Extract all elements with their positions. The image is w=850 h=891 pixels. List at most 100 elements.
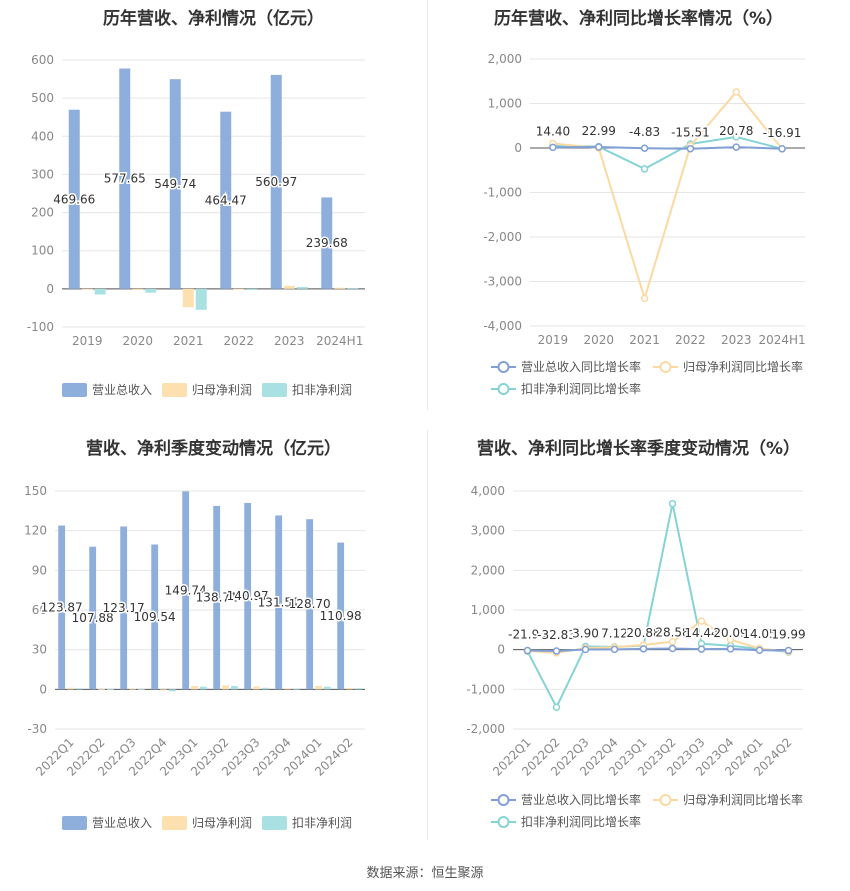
point-营业总收入同比增长率 (755, 646, 764, 654)
bar-归母净利润 (67, 687, 74, 690)
data-label: 110.98 (320, 609, 362, 623)
data-label: 14.05 (742, 627, 776, 641)
y-tick-label: 100 (31, 244, 54, 258)
data-label: 140.97 (227, 589, 269, 603)
data-label: 20.78 (719, 124, 753, 138)
point-营业总收入同比增长率 (732, 143, 740, 151)
bar-扣非净利润 (296, 286, 308, 289)
legend-label: 扣非净利润同比增长率 (521, 814, 641, 829)
bar-营业总收入 (169, 79, 181, 289)
bar-归母净利润 (233, 288, 245, 290)
bar-营业总收入 (220, 111, 232, 289)
bar-营业总收入 (89, 546, 97, 690)
bar-扣非净利润 (145, 288, 157, 293)
point-营业总收入同比增长率 (778, 145, 786, 153)
point-营业总收入同比增长率 (595, 143, 603, 151)
bar-营业总收入 (275, 515, 283, 690)
divider-vertical-top (427, 0, 428, 410)
legend-swatch (62, 816, 87, 830)
bar-归母净利润 (222, 685, 229, 690)
x-tick-label: 2023 (721, 333, 752, 347)
legend-swatch (62, 383, 87, 397)
x-tick-label: 2020 (583, 333, 614, 347)
data-label: -4.83 (629, 125, 660, 139)
y-tick-label: -3,000 (483, 275, 522, 289)
bar-归母净利润 (160, 689, 167, 691)
bar-营业总收入 (337, 542, 345, 690)
bar-营业总收入 (68, 109, 80, 289)
y-tick-label: 3,000 (471, 524, 505, 538)
x-tick-label: 2024H1 (758, 333, 805, 347)
legend-label: 归母净利润 (192, 816, 252, 830)
bar-扣非净利润 (195, 288, 207, 310)
chart-title: 营收、净利同比增长率季度变动情况（%） (476, 439, 801, 459)
data-label: 109.54 (134, 610, 176, 624)
y-tick-label: 600 (31, 53, 54, 67)
data-label: -16.91 (763, 126, 802, 140)
bar-营业总收入 (213, 505, 221, 690)
point-扣非净利润同比增长率 (640, 165, 649, 173)
bar-归母净利润 (253, 686, 260, 690)
legend-label: 归母净利润 (192, 383, 252, 397)
bar-归母净利润 (98, 688, 105, 690)
line-扣非净利润同比增长率 (552, 135, 783, 171)
legend-label: 营业总收入同比增长率 (521, 792, 641, 807)
bar-营业总收入 (58, 525, 66, 690)
bar-归母净利润 (346, 688, 353, 690)
point-营业总收入同比增长率 (697, 645, 706, 653)
data-label: 469.66 (53, 192, 95, 206)
bar-扣非净利润 (246, 288, 258, 291)
chart-title: 历年营收、净利情况（亿元） (103, 9, 324, 29)
y-tick-label: 0 (514, 141, 522, 155)
x-tick-label: 2019 (72, 334, 103, 348)
x-tick-label: 2021 (629, 333, 660, 347)
y-tick-label: 300 (31, 167, 54, 181)
legend-swatch (262, 383, 287, 397)
bar-营业总收入 (306, 519, 314, 690)
y-tick-label: 0 (497, 643, 505, 657)
point-营业总收入同比增长率 (640, 144, 649, 152)
bar-扣非净利润 (199, 686, 207, 690)
point-扣非净利润同比增长率 (732, 133, 740, 141)
line-营业总收入同比增长率 (552, 145, 783, 150)
y-tick-label: -2,000 (483, 230, 522, 244)
divider-vertical-bottom (427, 430, 428, 840)
y-tick-label: -1,000 (466, 682, 505, 696)
point-营业总收入同比增长率 (610, 645, 619, 654)
y-tick-label: 150 (24, 484, 47, 498)
point-归母净利润同比增长率 (726, 636, 735, 644)
bar-营业总收入 (151, 544, 159, 690)
y-tick-label: 200 (31, 206, 54, 220)
chart-title: 营收、净利季度变动情况（亿元） (86, 439, 341, 459)
bar-营业总收入 (321, 197, 333, 289)
y-tick-label: 120 (24, 524, 47, 538)
legend-swatch-marker (659, 794, 672, 806)
annual-revenue-profit-chart: -100 0 100 200 300 400 500 600 2019 2020 2021 2022 2… (27, 53, 365, 397)
bar-扣非净利润 (292, 688, 300, 690)
legend-swatch (162, 383, 187, 397)
bar-归母净利润 (284, 688, 291, 690)
data-label: 14.44 (684, 626, 718, 640)
bar-归母净利润 (129, 688, 136, 690)
annual-growth-chart: -4,000 -3,000 -2,000 -1,000 0 1,000 2,000 2019 2… (483, 52, 805, 396)
bar-扣非净利润 (94, 288, 106, 295)
y-tick-label: 90 (32, 563, 47, 577)
data-label: 20.88 (626, 626, 660, 640)
x-tick-label: 2022 (223, 334, 254, 348)
bar-营业总收入 (182, 491, 190, 690)
quarterly-growth-chart: -2,000-1,00001,0002,0003,0004,0002022Q12… (466, 484, 807, 829)
quarterly-revenue-profit-chart: -3003060901201502022Q12022Q22022Q32022Q4… (24, 484, 365, 830)
data-source-label: 数据来源：恒生聚源 (366, 866, 484, 881)
x-tick-label: 2020 (122, 334, 153, 348)
x-tick-label: 2024H1 (316, 334, 363, 348)
point-营业总收入同比增长率 (784, 646, 793, 655)
data-label: 560.97 (255, 175, 297, 189)
data-label: 19.99 (771, 627, 805, 641)
y-tick-label: 1,000 (488, 97, 522, 111)
data-label: 14.40 (536, 124, 570, 138)
x-tick-label: 2022 (675, 333, 706, 347)
annual-growth-panel: 历年营收、净利同比增长率情况（%） -4,000 -3,000 -2,000 -1,0… (427, 0, 850, 410)
data-label: 128.70 (289, 597, 331, 611)
legend-label: 归母净利润同比增长率 (683, 792, 803, 807)
y-tick-label: 60 (32, 603, 47, 617)
